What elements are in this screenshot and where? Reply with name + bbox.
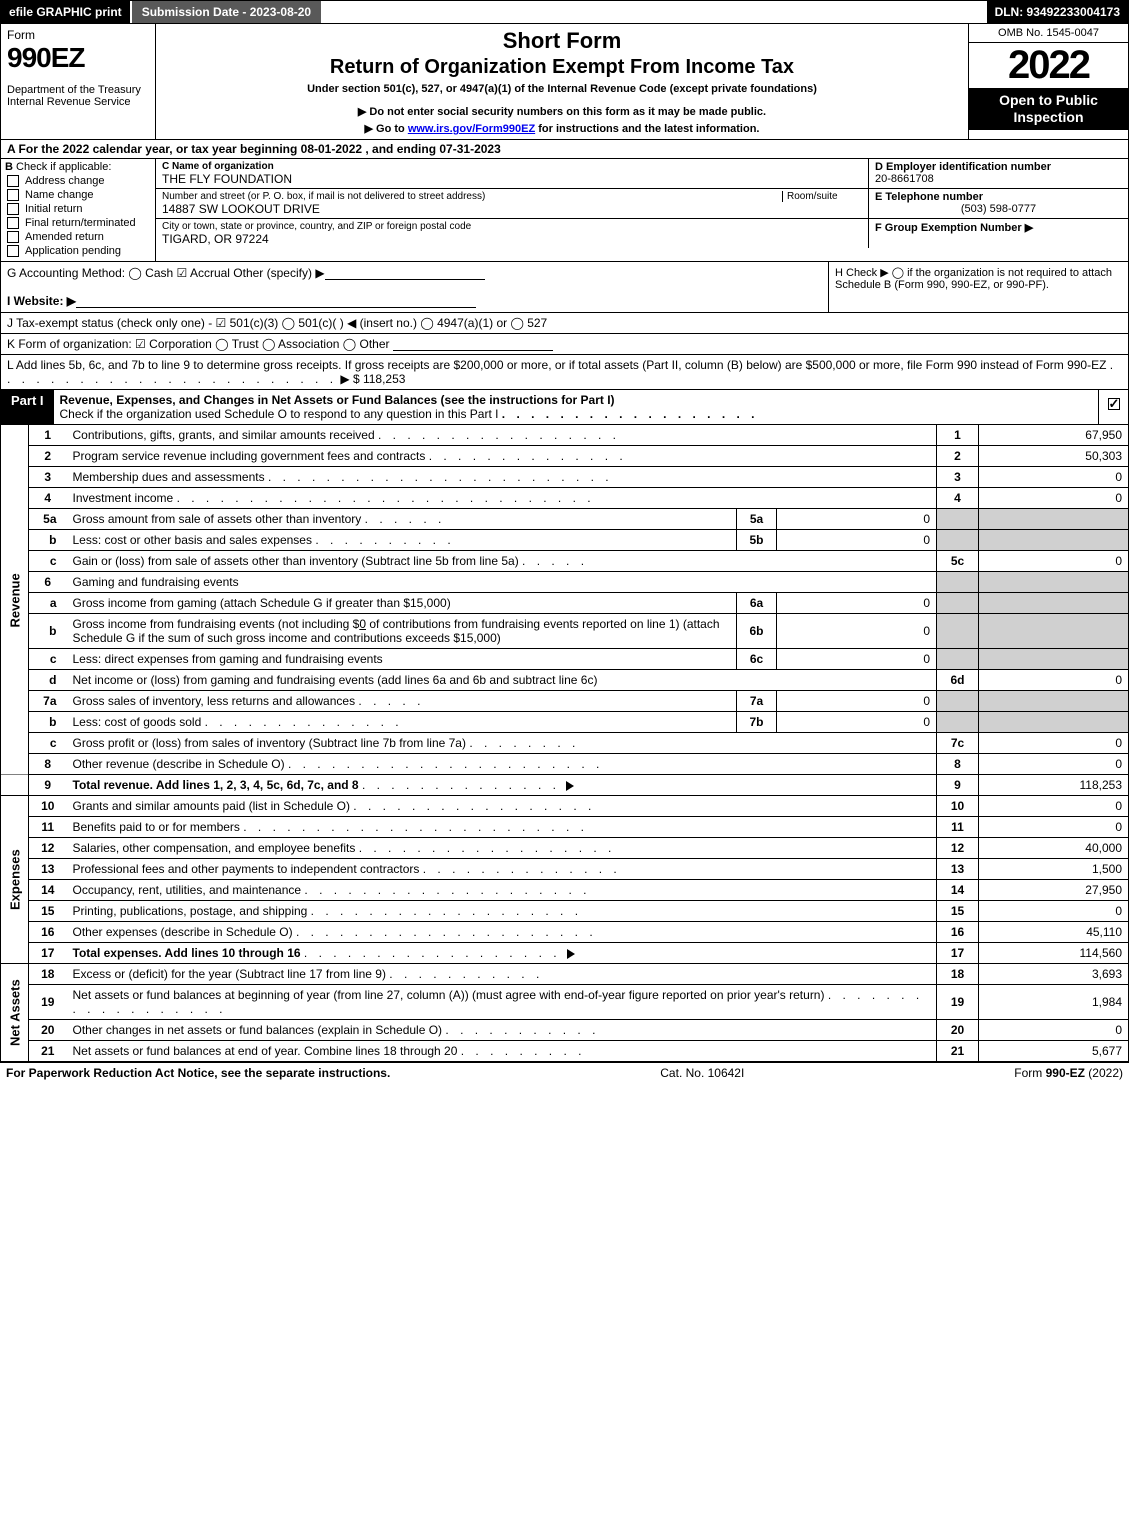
- line-g-accounting: G Accounting Method: ◯ Cash ☑ Accrual Ot…: [1, 262, 828, 312]
- side-label-revenue: Revenue: [1, 425, 29, 775]
- check-final-return[interactable]: [7, 217, 19, 229]
- submission-date: Submission Date - 2023-08-20: [130, 1, 321, 23]
- dln: DLN: 93492233004173: [987, 1, 1128, 23]
- line-7b: bLess: cost of goods sold . . . . . . . …: [1, 712, 1129, 733]
- line-11: 11Benefits paid to or for members . . . …: [1, 817, 1129, 838]
- line-7c: cGross profit or (loss) from sales of in…: [1, 733, 1129, 754]
- line-h-schedule-b: H Check ▶ ◯ if the organization is not r…: [828, 262, 1128, 312]
- line-a-tax-year: A For the 2022 calendar year, or tax yea…: [0, 140, 1129, 159]
- part-i-header: Part I Revenue, Expenses, and Changes in…: [0, 390, 1129, 425]
- line-8: 8Other revenue (describe in Schedule O) …: [1, 754, 1129, 775]
- check-application-pending[interactable]: [7, 245, 19, 257]
- line-12: 12Salaries, other compensation, and empl…: [1, 838, 1129, 859]
- form-number: 990EZ: [7, 42, 149, 74]
- section-b-label: B: [5, 161, 13, 173]
- line-6a: aGross income from gaming (attach Schedu…: [1, 593, 1129, 614]
- line-13: 13Professional fees and other payments t…: [1, 859, 1129, 880]
- row-gh: G Accounting Method: ◯ Cash ☑ Accrual Ot…: [0, 262, 1129, 313]
- line-l-value: ▶ $ 118,253: [340, 372, 405, 386]
- form-label: Form: [7, 28, 149, 42]
- line-4: 4Investment income . . . . . . . . . . .…: [1, 488, 1129, 509]
- ein: 20-8661708: [875, 173, 1122, 185]
- line-5c: cGain or (loss) from sale of assets othe…: [1, 551, 1129, 572]
- telephone: (503) 598-0777: [875, 203, 1122, 215]
- form-title-block: Short Form Return of Organization Exempt…: [156, 24, 968, 139]
- omb-number: OMB No. 1545-0047: [969, 24, 1128, 43]
- line-1: Revenue 1Contributions, gifts, grants, a…: [1, 425, 1129, 446]
- line-14: 14Occupancy, rent, utilities, and mainte…: [1, 880, 1129, 901]
- catalog-number: Cat. No. 10642I: [660, 1066, 744, 1080]
- lines-table: Revenue 1Contributions, gifts, grants, a…: [0, 425, 1129, 1062]
- line-17: 17Total expenses. Add lines 10 through 1…: [1, 943, 1129, 964]
- goto-suffix: for instructions and the latest informat…: [535, 123, 759, 135]
- subtitle: Under section 501(c), 527, or 4947(a)(1)…: [164, 83, 960, 95]
- org-info-grid: B Check if applicable: Address change Na…: [0, 159, 1129, 262]
- section-d: D Employer identification number 20-8661…: [868, 159, 1128, 188]
- line-5b: bLess: cost or other basis and sales exp…: [1, 530, 1129, 551]
- paperwork-notice: For Paperwork Reduction Act Notice, see …: [6, 1066, 390, 1080]
- goto-link-line: ▶ Go to www.irs.gov/Form990EZ for instru…: [164, 122, 960, 135]
- line-9: 9Total revenue. Add lines 1, 2, 3, 4, 5c…: [1, 775, 1129, 796]
- dept-irs: Internal Revenue Service: [7, 96, 149, 108]
- arrow-icon: [566, 781, 574, 791]
- goto-prefix: ▶ Go to: [365, 123, 408, 135]
- line-2: 2Program service revenue including gover…: [1, 446, 1129, 467]
- form-version: Form 990-EZ (2022): [1014, 1066, 1123, 1080]
- line-6: 6Gaming and fundraising events: [1, 572, 1129, 593]
- org-address-block: Number and street (or P. O. box, if mail…: [156, 189, 868, 218]
- page-footer: For Paperwork Reduction Act Notice, see …: [0, 1062, 1129, 1083]
- check-initial-return[interactable]: [7, 203, 19, 215]
- side-label-netassets: Net Assets: [1, 964, 29, 1062]
- arrow-icon: [567, 949, 575, 959]
- section-e: E Telephone number (503) 598-0777: [868, 189, 1128, 218]
- line-7a: 7aGross sales of inventory, less returns…: [1, 691, 1129, 712]
- check-amended-return[interactable]: [7, 231, 19, 243]
- line-19: 19Net assets or fund balances at beginni…: [1, 985, 1129, 1020]
- part-i-title: Revenue, Expenses, and Changes in Net As…: [54, 390, 1098, 424]
- line-21: 21Net assets or fund balances at end of …: [1, 1041, 1129, 1062]
- section-f: F Group Exemption Number ▶: [868, 219, 1128, 248]
- line-20: 20Other changes in net assets or fund ba…: [1, 1020, 1129, 1041]
- form-header: Form 990EZ Department of the Treasury In…: [0, 24, 1129, 140]
- line-l-gross-receipts: L Add lines 5b, 6c, and 7b to line 9 to …: [0, 355, 1129, 390]
- dept-treasury: Department of the Treasury: [7, 84, 149, 96]
- part-i-label: Part I: [1, 390, 54, 424]
- line-18: Net Assets 18Excess or (deficit) for the…: [1, 964, 1129, 985]
- title-short-form: Short Form: [164, 28, 960, 54]
- org-address: 14887 SW LOOKOUT DRIVE: [162, 202, 862, 216]
- line-10: Expenses 10Grants and similar amounts pa…: [1, 796, 1129, 817]
- part-i-check[interactable]: [1098, 390, 1128, 424]
- irs-link[interactable]: www.irs.gov/Form990EZ: [408, 123, 535, 135]
- line-6c: cLess: direct expenses from gaming and f…: [1, 649, 1129, 670]
- org-city-block: City or town, state or province, country…: [156, 219, 868, 248]
- form-identity: Form 990EZ Department of the Treasury In…: [1, 24, 156, 139]
- line-3: 3Membership dues and assessments . . . .…: [1, 467, 1129, 488]
- open-to-public: Open to PublicInspection: [969, 88, 1128, 130]
- check-name-change[interactable]: [7, 189, 19, 201]
- ssn-warning: ▶ Do not enter social security numbers o…: [164, 105, 960, 118]
- section-b-title: Check if applicable:: [16, 161, 111, 173]
- line-6d: dNet income or (loss) from gaming and fu…: [1, 670, 1129, 691]
- efile-print[interactable]: efile GRAPHIC print: [1, 1, 130, 23]
- check-address-change[interactable]: [7, 175, 19, 187]
- top-bar: efile GRAPHIC print Submission Date - 20…: [0, 0, 1129, 24]
- line-j-tax-exempt: J Tax-exempt status (check only one) - ☑…: [0, 313, 1129, 334]
- section-cdef: C Name of organization THE FLY FOUNDATIO…: [156, 159, 1128, 261]
- header-right: OMB No. 1545-0047 2022 Open to PublicIns…: [968, 24, 1128, 139]
- line-k-form-org: K Form of organization: ☑ Corporation ◯ …: [0, 334, 1129, 355]
- line-5a: 5aGross amount from sale of assets other…: [1, 509, 1129, 530]
- tax-year: 2022: [969, 43, 1128, 88]
- title-return: Return of Organization Exempt From Incom…: [164, 56, 960, 79]
- line-i-website: I Website: ▶: [7, 294, 76, 308]
- org-name: THE FLY FOUNDATION: [162, 172, 862, 186]
- section-b: B Check if applicable: Address change Na…: [1, 159, 156, 261]
- org-city: TIGARD, OR 97224: [162, 232, 862, 246]
- line-15: 15Printing, publications, postage, and s…: [1, 901, 1129, 922]
- side-label-expenses: Expenses: [1, 796, 29, 964]
- org-name-block: C Name of organization THE FLY FOUNDATIO…: [156, 159, 868, 188]
- line-16: 16Other expenses (describe in Schedule O…: [1, 922, 1129, 943]
- line-6b: bGross income from fundraising events (n…: [1, 614, 1129, 649]
